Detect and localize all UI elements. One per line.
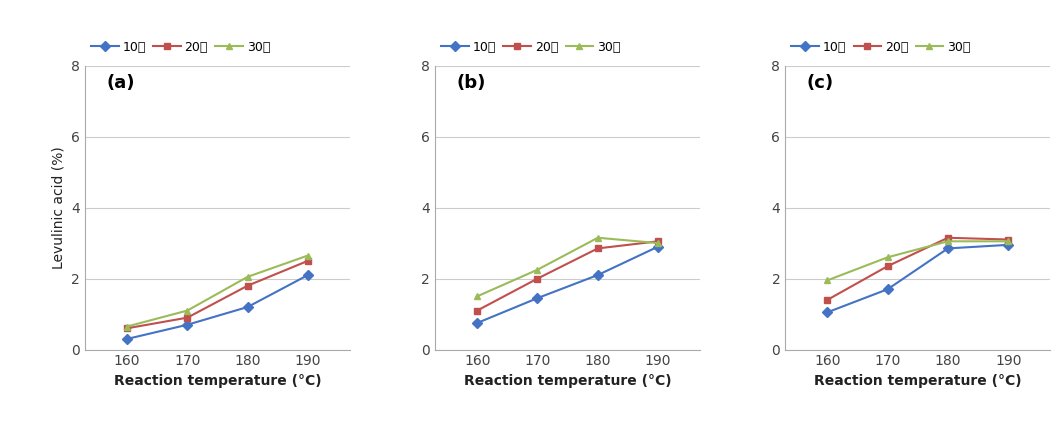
10분: [941, 246, 954, 251]
20분: [181, 315, 194, 320]
10분: [882, 287, 894, 292]
10분: [591, 272, 604, 277]
Line: 30분: 30분: [474, 234, 661, 300]
Legend: 10분, 20분, 30분: 10분, 20분, 30분: [91, 41, 269, 54]
Line: 30분: 30분: [124, 252, 311, 330]
10분: [301, 272, 314, 277]
20분: [941, 235, 954, 240]
Line: 20분: 20분: [474, 238, 661, 314]
10분: [532, 295, 544, 301]
20분: [882, 264, 894, 269]
30분: [1002, 239, 1014, 244]
Legend: 10분, 20분, 30분: 10분, 20분, 30분: [441, 41, 620, 54]
10분: [241, 304, 254, 309]
10분: [651, 244, 664, 249]
Text: (a): (a): [106, 74, 135, 92]
Line: 10분: 10분: [124, 271, 311, 343]
30분: [471, 294, 484, 299]
Line: 20분: 20분: [824, 234, 1011, 303]
Line: 10분: 10분: [474, 243, 661, 326]
Y-axis label: Levulinic acid (%): Levulinic acid (%): [52, 146, 66, 269]
10분: [821, 310, 834, 315]
20분: [591, 246, 604, 251]
30분: [882, 255, 894, 260]
30분: [532, 267, 544, 272]
30분: [651, 240, 664, 246]
30분: [301, 253, 314, 258]
10분: [181, 322, 194, 327]
30분: [241, 274, 254, 279]
Text: (b): (b): [456, 74, 486, 92]
Line: 10분: 10분: [824, 241, 1011, 316]
20분: [821, 297, 834, 302]
30분: [121, 324, 134, 329]
X-axis label: Reaction temperature (°C): Reaction temperature (°C): [814, 374, 1022, 388]
20분: [532, 276, 544, 281]
Text: (c): (c): [806, 74, 834, 92]
Line: 30분: 30분: [824, 238, 1011, 284]
20분: [301, 258, 314, 264]
Line: 20분: 20분: [124, 257, 311, 332]
30분: [181, 308, 194, 313]
30분: [821, 278, 834, 283]
10분: [121, 336, 134, 342]
10분: [471, 320, 484, 326]
30분: [591, 235, 604, 240]
Legend: 10분, 20분, 30분: 10분, 20분, 30분: [792, 41, 970, 54]
20분: [471, 308, 484, 313]
20분: [241, 283, 254, 288]
30분: [941, 239, 954, 244]
20분: [1002, 237, 1014, 242]
X-axis label: Reaction temperature (°C): Reaction temperature (°C): [114, 374, 321, 388]
10분: [1002, 242, 1014, 247]
20분: [121, 326, 134, 331]
20분: [651, 239, 664, 244]
X-axis label: Reaction temperature (°C): Reaction temperature (°C): [464, 374, 672, 388]
